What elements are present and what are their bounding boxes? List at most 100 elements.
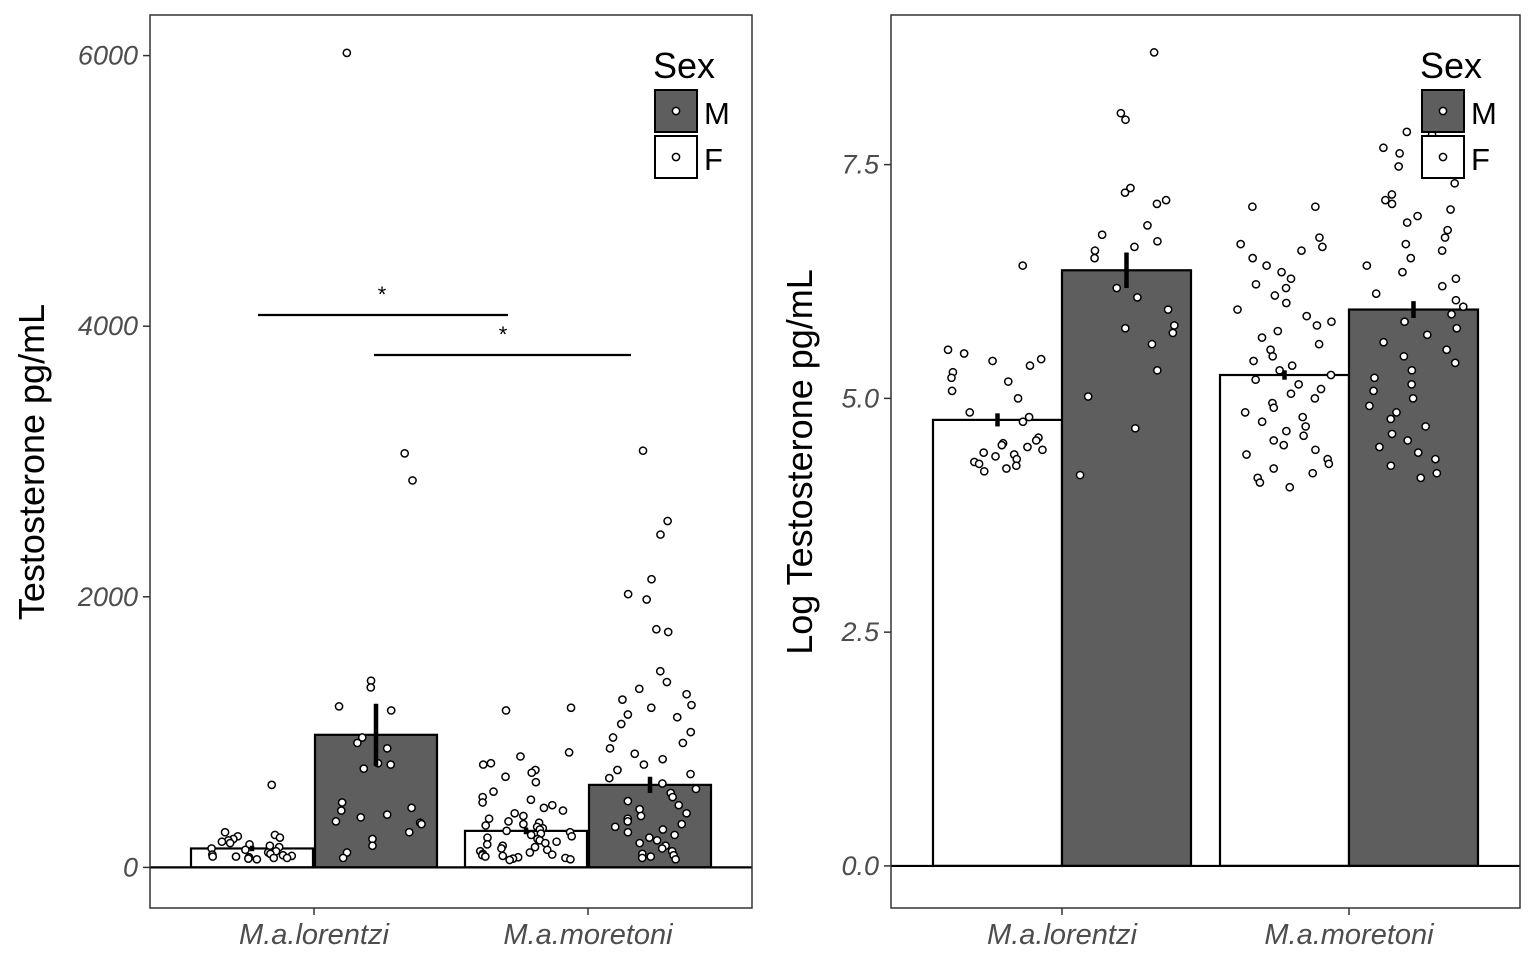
data-point-f bbox=[525, 848, 535, 857]
data-point-f bbox=[547, 850, 557, 859]
data-point-f bbox=[526, 795, 536, 805]
data-point-f bbox=[1251, 279, 1261, 289]
data-point-f bbox=[1302, 311, 1312, 321]
right-panel: 0.0 2.5 5.0 7.5 M.a.lorentzi M.a.moretoni Lo… bbox=[779, 14, 1521, 951]
data-point-m bbox=[1440, 233, 1450, 242]
data-point-m bbox=[1458, 302, 1468, 312]
data-point-m bbox=[1416, 473, 1426, 483]
data-point-f bbox=[267, 780, 277, 790]
left-legend-label-m: M bbox=[704, 96, 730, 131]
right-legend-item-f: F bbox=[1421, 135, 1490, 179]
data-point-f bbox=[1308, 468, 1318, 478]
data-point-m bbox=[668, 792, 677, 802]
data-point-m bbox=[1133, 293, 1142, 302]
data-point-f bbox=[478, 798, 487, 807]
right-legend-label-f: F bbox=[1471, 142, 1490, 177]
data-point-m bbox=[1432, 468, 1442, 478]
data-point-f bbox=[526, 830, 536, 840]
data-point-m bbox=[1450, 178, 1460, 188]
data-point-f bbox=[947, 373, 956, 383]
data-point-m bbox=[1387, 429, 1397, 439]
data-point-f bbox=[484, 814, 494, 824]
right-y-axis: 0.0 2.5 5.0 7.5 bbox=[840, 150, 891, 881]
data-point-f bbox=[1310, 202, 1320, 212]
data-point-m bbox=[635, 838, 645, 848]
data-point-f bbox=[510, 808, 520, 818]
left-legend-title: Sex bbox=[653, 45, 715, 86]
data-point-m bbox=[1126, 183, 1135, 193]
bar-m bbox=[1060, 269, 1193, 868]
data-point-f bbox=[539, 803, 549, 813]
data-point-m bbox=[359, 764, 369, 773]
data-point-f bbox=[1316, 384, 1326, 394]
data-point-m bbox=[1399, 351, 1409, 361]
data-point-f bbox=[1318, 242, 1327, 252]
data-point-f bbox=[231, 852, 241, 861]
data-point-m bbox=[1407, 380, 1416, 389]
left-legend-key-f bbox=[654, 135, 698, 179]
data-point-f bbox=[979, 448, 989, 457]
data-point-f bbox=[282, 853, 292, 863]
data-point-f bbox=[1011, 461, 1021, 471]
data-point-m bbox=[663, 516, 672, 526]
data-point-f bbox=[220, 827, 230, 837]
data-point-m bbox=[1369, 386, 1378, 396]
left-legend-point-f bbox=[671, 152, 681, 162]
data-point-m bbox=[1152, 199, 1162, 209]
data-point-f bbox=[501, 772, 510, 782]
data-point-f bbox=[243, 854, 253, 863]
data-point-m bbox=[1406, 253, 1416, 263]
data-point-f bbox=[1233, 305, 1242, 314]
y-tick-label: 7.5 bbox=[841, 150, 880, 180]
data-point-m bbox=[663, 627, 673, 637]
x-tick-label: M.a.moretoni bbox=[503, 919, 674, 951]
data-point-m bbox=[1408, 394, 1418, 403]
data-point-f bbox=[516, 752, 525, 761]
data-point-m bbox=[623, 817, 633, 826]
data-point-m bbox=[645, 833, 654, 842]
data-point-f bbox=[1287, 361, 1297, 371]
data-point-m bbox=[1387, 199, 1397, 209]
data-point-m bbox=[1437, 281, 1447, 291]
significance-star-male: * bbox=[499, 322, 508, 347]
data-point-m bbox=[1143, 221, 1152, 230]
data-point-m bbox=[1121, 115, 1130, 125]
data-point-m bbox=[417, 819, 426, 829]
data-point-f bbox=[217, 837, 227, 847]
data-point-m bbox=[634, 684, 644, 694]
right-plot-border bbox=[890, 14, 1521, 909]
left-chart-marks bbox=[150, 48, 752, 869]
x-tick-label: M.a.moretoni bbox=[1264, 919, 1435, 951]
data-point-m bbox=[1407, 365, 1417, 375]
data-point-m bbox=[386, 760, 396, 769]
data-point-f bbox=[1242, 450, 1251, 459]
right-y-axis-title: Log Testosterone pg/mL bbox=[779, 269, 820, 655]
data-point-f bbox=[943, 345, 953, 355]
data-point-f bbox=[1327, 317, 1336, 327]
data-point-m bbox=[1169, 321, 1179, 330]
data-point-m bbox=[642, 595, 652, 604]
right-legend-label-m: M bbox=[1471, 96, 1497, 131]
data-point-f bbox=[974, 459, 984, 469]
data-point-f bbox=[566, 854, 575, 864]
data-point-m bbox=[353, 738, 362, 748]
data-point-f bbox=[527, 768, 537, 778]
data-point-f bbox=[481, 821, 491, 830]
data-point-f bbox=[1038, 445, 1047, 455]
data-point-f bbox=[1018, 261, 1028, 270]
data-point-f bbox=[552, 837, 561, 847]
data-point-f bbox=[478, 760, 488, 769]
data-point-m bbox=[1401, 239, 1411, 249]
data-point-f bbox=[498, 851, 508, 861]
data-point-f bbox=[1314, 339, 1324, 349]
data-point-f bbox=[1003, 377, 1013, 386]
data-point-m bbox=[1422, 330, 1432, 340]
left-y-axis: 0 2000 4000 6000 bbox=[77, 41, 150, 882]
data-point-f bbox=[965, 408, 975, 417]
data-point-m bbox=[1443, 225, 1452, 235]
left-plot-border bbox=[149, 14, 753, 909]
data-point-m bbox=[1083, 392, 1093, 401]
data-point-m bbox=[682, 808, 691, 818]
data-point-m bbox=[647, 574, 656, 584]
